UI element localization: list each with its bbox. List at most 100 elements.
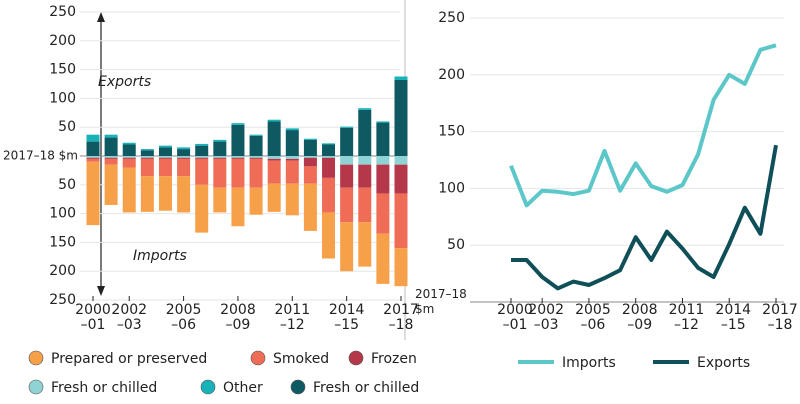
x-tick-label: 2000 –01 (75, 302, 111, 333)
bar-segment (285, 160, 299, 184)
line-2: –06 (581, 317, 606, 333)
bar-segment (195, 143, 209, 146)
y-tick-label: 100 (438, 180, 465, 196)
bar-segment (394, 164, 408, 194)
bar-segment (267, 156, 281, 159)
x-tick-label: 2014 –15 (715, 302, 751, 333)
bar-segment (104, 134, 118, 138)
bar-segment (376, 233, 390, 284)
bar-segment (249, 157, 263, 159)
bar-segment (249, 156, 263, 158)
line-1: 2017 (762, 302, 798, 318)
bar-segment (267, 119, 281, 122)
bar-segment (177, 176, 191, 213)
x-tick-label: 2014 –15 (329, 302, 365, 333)
bar-segment (140, 157, 154, 159)
bar-segment (376, 193, 390, 234)
bar-segment (122, 156, 136, 158)
legend-label: Imports (562, 355, 616, 371)
bar-segment (195, 157, 209, 159)
bar-segment (231, 158, 245, 188)
bar-segment (249, 134, 263, 136)
y-tick-label: 50 (58, 119, 76, 135)
bar-segment (285, 156, 299, 159)
bar-segment (213, 157, 227, 159)
bar-segment (267, 158, 281, 161)
line-1: 2000 (75, 302, 111, 318)
line-1: 2014 (715, 302, 751, 318)
bar-segment (213, 158, 227, 188)
legend-swatch (290, 379, 306, 395)
line-2: –09 (627, 317, 652, 333)
bar-segment (231, 123, 245, 125)
y-tick-label: 200 (49, 33, 76, 49)
y-tick-label: 150 (49, 234, 76, 250)
x-tick-label: 2005 –06 (166, 302, 202, 333)
y-tick-label: 150 (49, 62, 76, 78)
x-tick-label: 2002 –03 (111, 302, 147, 333)
line-2: –15 (334, 317, 359, 333)
annotation: Exports (98, 74, 151, 90)
x-tick-label: 2008 –09 (220, 302, 256, 333)
bar-segment (213, 139, 227, 142)
line-2: –09 (226, 317, 251, 333)
line-2: –18 (389, 317, 414, 333)
x-tick-label: 2005 –06 (575, 302, 611, 333)
line-1: 2005 (575, 302, 611, 318)
bar-segment (267, 183, 281, 212)
bar-segment (122, 167, 136, 213)
line-2: –18 (768, 317, 793, 333)
bar-segment (285, 130, 299, 156)
legend-label: Other (223, 380, 263, 396)
y-tick-label: 150 (438, 124, 465, 140)
bar-segment (104, 157, 118, 159)
bar-segment (249, 187, 263, 215)
line-2: –03 (534, 317, 559, 333)
line-2: –15 (721, 317, 746, 333)
bar-segment (358, 156, 372, 165)
bar-segment (86, 156, 100, 158)
bar-segment (249, 158, 263, 188)
legend-label: Frozen (371, 351, 417, 367)
x-tick-label: 2008 –09 (622, 302, 658, 333)
bar-segment (140, 150, 154, 156)
y-tick-label: 2017–18 $m (415, 287, 471, 316)
bar-segment (231, 157, 245, 159)
y-tick-label: 200 (49, 263, 76, 279)
line-1: 2002 (528, 302, 564, 318)
legend-label: Smoked (273, 351, 329, 367)
bar-segment (158, 176, 172, 211)
bar-segment (285, 183, 299, 216)
y-tick-label: 50 (447, 237, 465, 253)
legend-swatch (28, 379, 44, 395)
bar-segment (340, 187, 354, 223)
bar-segment (322, 143, 336, 145)
bar-segment (231, 156, 245, 158)
bar-segment (104, 137, 118, 156)
y-tick-label: 200 (438, 67, 465, 83)
line-series (509, 43, 777, 208)
bar-segment (376, 156, 390, 165)
bar-segment (394, 76, 408, 80)
bar-segment (285, 158, 299, 161)
bar-segment (303, 183, 317, 231)
bar-segment (158, 158, 172, 177)
bar-segment (140, 158, 154, 177)
bar-segment (322, 177, 336, 213)
bar-segment (213, 156, 227, 158)
bar-segment (322, 156, 336, 158)
line-2: –03 (117, 317, 142, 333)
bar-segment (285, 128, 299, 131)
bar-segment (122, 158, 136, 168)
legend-label: Prepared or preserved (51, 351, 207, 367)
bar-segment (140, 149, 154, 151)
bar-segment (213, 141, 227, 156)
x-tick-label: 2000 –01 (497, 302, 533, 333)
legend-label: Fresh or chilled (51, 380, 157, 396)
x-tick-label: 2002 –03 (528, 302, 564, 333)
bar-segment (267, 160, 281, 184)
bar-segment (122, 157, 136, 159)
line-1: 2002 (111, 302, 147, 318)
bar-segment (249, 135, 263, 156)
